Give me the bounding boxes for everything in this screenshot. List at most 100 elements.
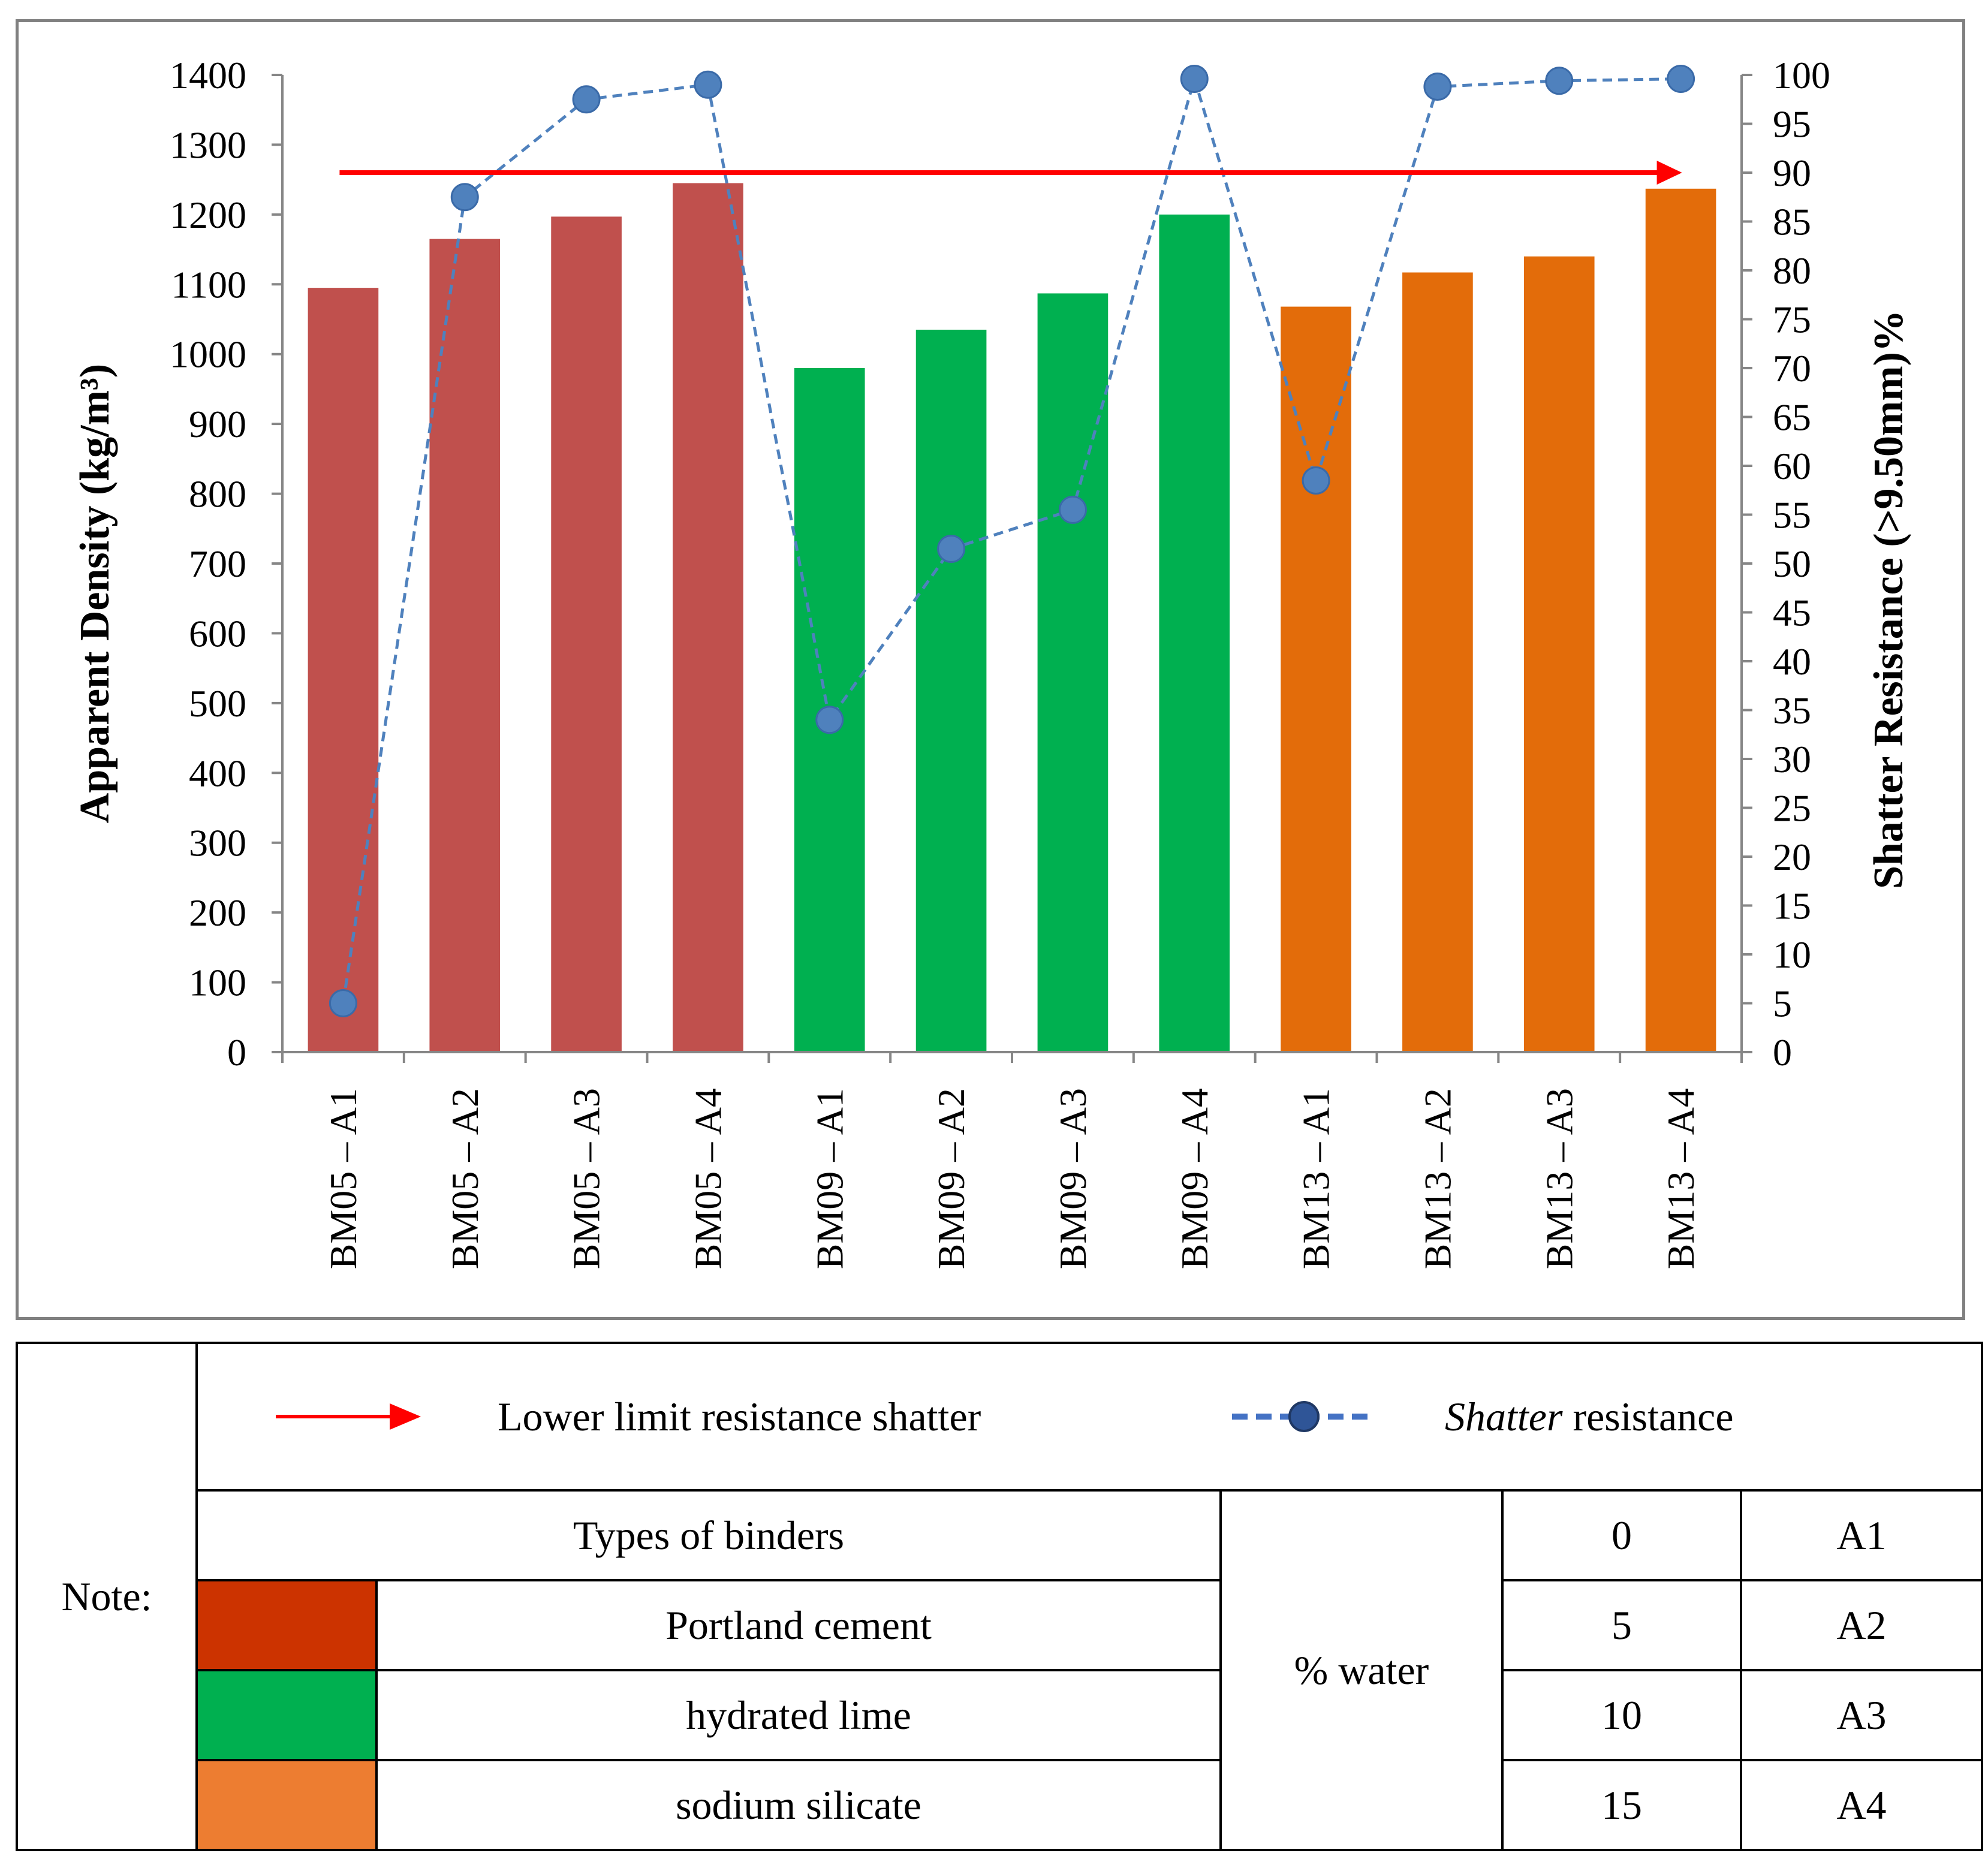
shatter-point xyxy=(329,989,357,1017)
left-tick-label: 600 xyxy=(189,612,246,655)
left-tick-label: 1200 xyxy=(170,194,246,236)
right-tick-label: 60 xyxy=(1773,445,1811,487)
category-label: BM13 – A3 xyxy=(1538,1088,1580,1269)
shatter-point xyxy=(1058,495,1087,524)
density-bar xyxy=(1402,272,1473,1052)
category-label: BM09 – A4 xyxy=(1173,1088,1216,1269)
shatter-line xyxy=(341,73,1681,1004)
binder-swatch-silicate xyxy=(195,1759,378,1851)
left-tick-label: 400 xyxy=(189,752,246,794)
right-tick-label: 15 xyxy=(1773,885,1811,927)
right-tick-label: 80 xyxy=(1773,249,1811,292)
labels-layer: 0100200300400500600700800900100011001200… xyxy=(72,54,1912,1269)
category-label: BM09 – A1 xyxy=(808,1088,851,1269)
density-bar xyxy=(429,239,501,1052)
right-tick-label: 20 xyxy=(1773,836,1811,878)
left-tick-label: 800 xyxy=(189,473,246,516)
left-axis-title: Apparent Density (kg/m³) xyxy=(72,364,118,823)
right-tick-label: 65 xyxy=(1773,396,1811,439)
right-tick-label: 10 xyxy=(1773,933,1811,976)
left-tick-label: 200 xyxy=(189,891,246,934)
left-tick-label: 1100 xyxy=(171,263,246,306)
density-bar xyxy=(915,329,987,1052)
density-bar xyxy=(673,183,743,1052)
density-bar xyxy=(308,288,379,1052)
left-tick-label: 0 xyxy=(227,1031,246,1074)
right-tick-label: 75 xyxy=(1773,299,1811,341)
right-tick-label: 35 xyxy=(1773,689,1811,732)
chart: 0100200300400500600700800900100011001200… xyxy=(72,54,1912,1269)
legend-limit-item: Lower limit resistance shatter xyxy=(270,1344,981,1489)
category-label: BM13 – A2 xyxy=(1416,1088,1459,1269)
water-code: A2 xyxy=(1739,1579,1984,1671)
shatter-point xyxy=(450,183,479,212)
density-bar xyxy=(1281,306,1351,1052)
right-tick-label: 85 xyxy=(1773,201,1811,243)
legend-series-row: Lower limit resistance shatter Shatter r… xyxy=(195,1342,1984,1492)
left-tick-label: 100 xyxy=(189,962,246,1004)
water-percent: 5 xyxy=(1501,1579,1742,1671)
shatter-point xyxy=(1302,466,1330,495)
shatter-point xyxy=(1423,73,1452,101)
density-bar xyxy=(1523,256,1595,1052)
binder-name: hydrated lime xyxy=(375,1669,1222,1761)
right-tick-label: 90 xyxy=(1773,152,1811,194)
shatter-point xyxy=(937,535,966,564)
density-bar xyxy=(1159,214,1230,1052)
legend-shatter-italic: Shatter xyxy=(1445,1393,1563,1439)
right-tick-label: 25 xyxy=(1773,787,1811,830)
legend-table: Note: Lower limit resistance shatter Sha… xyxy=(16,1342,1984,1851)
water-percent: 15 xyxy=(1501,1759,1742,1851)
right-tick-label: 45 xyxy=(1773,592,1811,634)
water-percent: 10 xyxy=(1501,1669,1742,1761)
binders-header: Types of binders xyxy=(195,1489,1222,1581)
water-percent: 0 xyxy=(1501,1489,1742,1581)
category-label: BM05 – A4 xyxy=(686,1088,729,1269)
category-label: BM05 – A3 xyxy=(565,1088,608,1269)
binder-name: sodium silicate xyxy=(375,1759,1222,1851)
density-bar xyxy=(551,216,622,1053)
category-label: BM13 – A4 xyxy=(1659,1088,1702,1269)
water-code: A3 xyxy=(1739,1669,1984,1761)
left-tick-label: 900 xyxy=(189,403,246,445)
left-tick-label: 1400 xyxy=(170,54,246,97)
legend-shatter-label: Shatter resistance xyxy=(1445,1393,1734,1441)
shatter-point xyxy=(572,85,601,114)
red-arrow-icon xyxy=(276,1403,421,1430)
water-code: A4 xyxy=(1739,1759,1984,1851)
right-tick-label: 95 xyxy=(1773,103,1811,146)
dashed-line-marker-icon xyxy=(1232,1401,1376,1432)
right-tick-label: 50 xyxy=(1773,543,1811,585)
right-tick-label: 40 xyxy=(1773,640,1811,683)
shatter-point xyxy=(1667,65,1695,94)
limit-arrowhead xyxy=(1656,161,1682,185)
category-label: BM09 – A3 xyxy=(1052,1088,1094,1269)
density-bar xyxy=(1037,293,1109,1053)
water-code: A1 xyxy=(1739,1489,1984,1581)
shatter-point xyxy=(1180,65,1209,94)
right-tick-label: 100 xyxy=(1773,54,1830,97)
note-label: Note: xyxy=(16,1342,198,1851)
left-tick-label: 500 xyxy=(189,682,246,725)
left-tick-label: 1000 xyxy=(170,333,246,376)
right-tick-label: 55 xyxy=(1773,494,1811,537)
left-tick-label: 700 xyxy=(189,543,246,585)
chart-frame: 0 100 200 300 400 500 600 700 800 900 1000 1100 1200… xyxy=(16,19,1965,1320)
right-tick-label: 70 xyxy=(1773,347,1811,390)
right-axis-title: Shatter Resistance (>9.50mm)% xyxy=(1866,310,1912,889)
axes-layer xyxy=(272,74,1752,1063)
category-label: BM09 – A2 xyxy=(930,1088,972,1269)
shatter-point xyxy=(694,70,722,99)
density-bar xyxy=(1645,188,1716,1052)
right-tick-label: 0 xyxy=(1773,1031,1792,1074)
water-label: % water xyxy=(1219,1489,1504,1851)
legend-shatter-rest: resistance xyxy=(1562,1393,1734,1439)
shatter-point xyxy=(1545,67,1574,95)
category-label: BM13 – A1 xyxy=(1295,1088,1338,1269)
binder-swatch-lime xyxy=(195,1669,378,1761)
category-label: BM05 – A2 xyxy=(444,1088,486,1269)
line-layer xyxy=(329,65,1695,1017)
shatter-point xyxy=(815,706,844,734)
right-tick-label: 5 xyxy=(1773,983,1792,1025)
legend-shatter-item: Shatter resistance xyxy=(1229,1344,1734,1489)
